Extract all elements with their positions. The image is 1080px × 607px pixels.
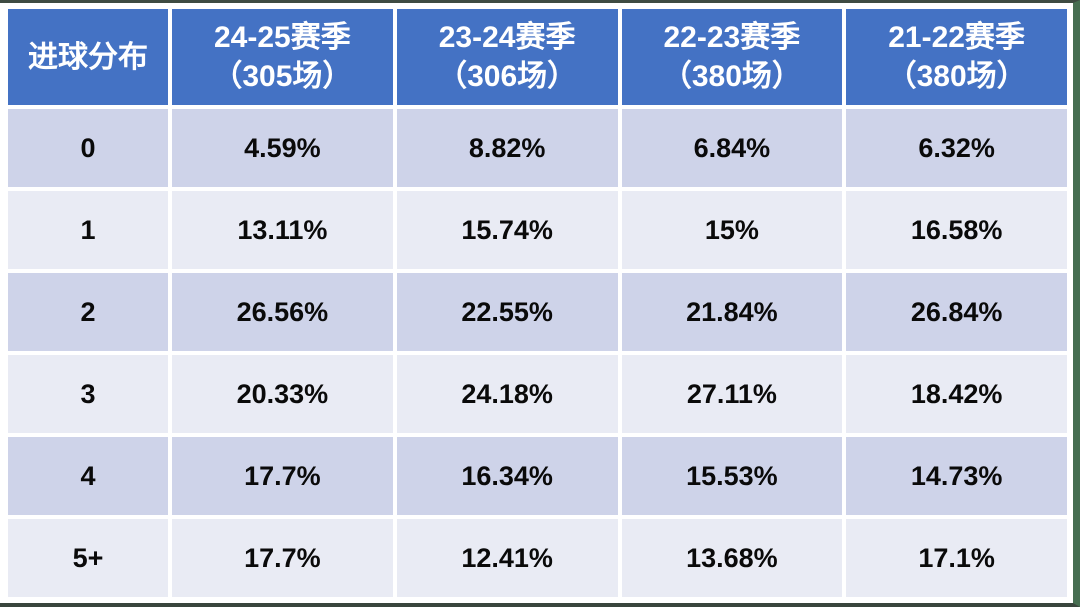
value-cell: 22.55% bbox=[396, 273, 618, 351]
value-cell: 16.34% bbox=[396, 437, 618, 515]
value-cell: 12.41% bbox=[396, 519, 618, 597]
row-label-cell: 5+ bbox=[8, 519, 168, 597]
season-match-count: （305场） bbox=[212, 60, 353, 93]
table-header: 进球分布 24-25赛季 （305场） 23-24赛季 （306场） 22-23赛季 （3… bbox=[8, 9, 1067, 105]
value-cell: 26.56% bbox=[172, 273, 393, 351]
season-name: 21-22赛季 bbox=[888, 21, 1025, 54]
value-cell: 13.11% bbox=[172, 191, 393, 269]
season-match-count: （380场） bbox=[661, 60, 802, 93]
value-cell: 17.7% bbox=[172, 519, 393, 597]
value-cell: 15.74% bbox=[396, 191, 618, 269]
header-cell-goal-distribution: 进球分布 bbox=[8, 9, 168, 105]
value-cell: 26.84% bbox=[846, 273, 1067, 351]
season-name: 23-24赛季 bbox=[438, 21, 576, 54]
goal-distribution-table: 进球分布 24-25赛季 （305场） 23-24赛季 （306场） 22-23赛季 （3… bbox=[4, 5, 1071, 601]
value-cell: 16.58% bbox=[846, 191, 1067, 269]
season-name: 22-23赛季 bbox=[663, 21, 801, 54]
value-cell: 15% bbox=[621, 191, 843, 269]
value-cell: 20.33% bbox=[172, 355, 393, 433]
header-row: 进球分布 24-25赛季 （305场） 23-24赛季 （306场） 22-23赛季 （3… bbox=[8, 9, 1067, 105]
value-cell: 6.32% bbox=[846, 109, 1067, 187]
table-row-goals-2: 2 26.56% 22.55% 21.84% 26.84% bbox=[8, 273, 1067, 351]
value-cell: 24.18% bbox=[396, 355, 618, 433]
value-cell: 18.42% bbox=[846, 355, 1067, 433]
season-match-count: （306场） bbox=[437, 60, 578, 93]
table-row-goals-0: 0 4.59% 8.82% 6.84% 6.32% bbox=[8, 109, 1067, 187]
value-cell: 13.68% bbox=[621, 519, 843, 597]
table-body: 0 4.59% 8.82% 6.84% 6.32% 1 13.11% 15.74% 15% 16.… bbox=[8, 109, 1067, 597]
table-row-goals-3: 3 20.33% 24.18% 27.11% 18.42% bbox=[8, 355, 1067, 433]
row-label-cell: 3 bbox=[8, 355, 168, 433]
value-cell: 21.84% bbox=[621, 273, 843, 351]
header-cell-season-23-24赛季: 23-24赛季 （306场） bbox=[396, 9, 618, 105]
value-cell: 8.82% bbox=[396, 109, 618, 187]
season-match-count: （380场） bbox=[886, 60, 1027, 93]
value-cell: 15.53% bbox=[621, 437, 843, 515]
table-row-goals-5+: 5+ 17.7% 12.41% 13.68% 17.1% bbox=[8, 519, 1067, 597]
value-cell: 14.73% bbox=[846, 437, 1067, 515]
row-label-cell: 1 bbox=[8, 191, 168, 269]
header-cell-season-22-23赛季: 22-23赛季 （380场） bbox=[621, 9, 843, 105]
value-cell: 17.1% bbox=[846, 519, 1067, 597]
header-cell-season-21-22赛季: 21-22赛季 （380场） bbox=[846, 9, 1067, 105]
header-cell-season-24-25赛季: 24-25赛季 （305场） bbox=[172, 9, 393, 105]
season-name: 24-25赛季 bbox=[214, 21, 351, 54]
table-row-goals-4: 4 17.7% 16.34% 15.53% 14.73% bbox=[8, 437, 1067, 515]
table-row-goals-1: 1 13.11% 15.74% 15% 16.58% bbox=[8, 191, 1067, 269]
value-cell: 4.59% bbox=[172, 109, 393, 187]
value-cell: 17.7% bbox=[172, 437, 393, 515]
row-label-cell: 4 bbox=[8, 437, 168, 515]
row-label-cell: 2 bbox=[8, 273, 168, 351]
value-cell: 27.11% bbox=[621, 355, 843, 433]
row-label-cell: 0 bbox=[8, 109, 168, 187]
value-cell: 6.84% bbox=[621, 109, 843, 187]
